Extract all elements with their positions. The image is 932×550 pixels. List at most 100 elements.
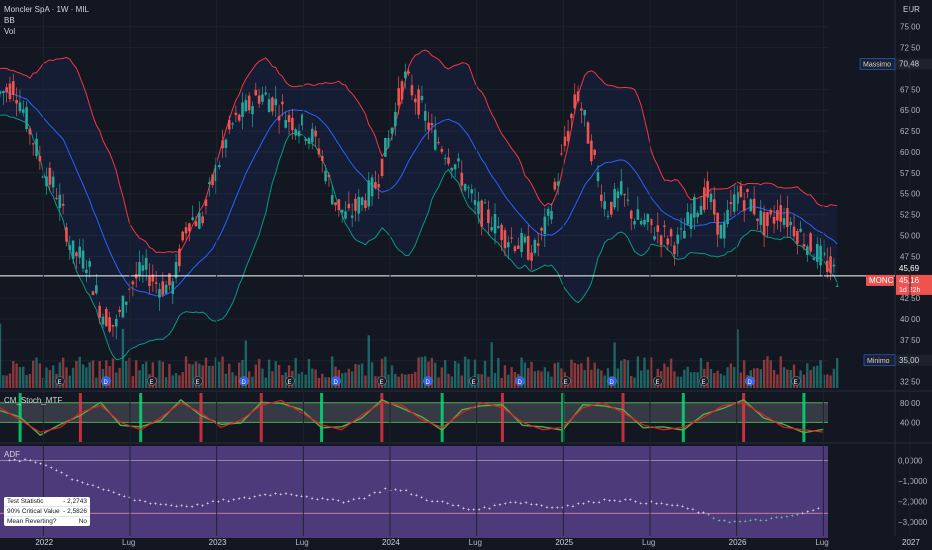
stats-value: - 2,2743 [63,498,87,505]
candle-body [188,223,191,232]
volume-bar [327,377,331,388]
volume-bar [8,373,12,388]
time-tick-label: 2027 [902,538,920,547]
stoch-indicator-label[interactable]: CM_Stoch_MTF [4,396,63,405]
candle-body [58,194,62,209]
candle-body [81,250,85,269]
candle-body [490,227,493,231]
bb-indicator-label[interactable]: BB [4,16,15,25]
candle-body [732,194,736,212]
candle-body [384,137,387,157]
dividend-icon [423,376,433,386]
candle-body [742,200,746,212]
earnings-icon [791,376,801,386]
adf-point: + [415,493,418,499]
candle-body [600,194,603,201]
volume-bar [527,368,530,388]
volume-bar [782,367,786,388]
candle-body [88,261,91,267]
volume-bar [324,377,327,388]
adf-point: + [384,486,387,492]
volume-bar [384,356,387,388]
candle-body [570,113,573,119]
stats-label: Test Statistic [7,498,44,505]
candle-body [626,199,630,201]
candle-body [413,98,417,103]
volume-bar [311,368,314,388]
volume-bar [759,369,762,388]
volume-bar [696,372,699,388]
candle-body [683,230,686,239]
adf-point: + [71,478,74,484]
volume-bar [709,368,713,388]
candle-body [121,295,125,318]
vol-indicator-label[interactable]: Vol [4,27,16,36]
candle-body [825,260,829,273]
adf-indicator-label[interactable]: ADF [4,450,20,459]
adf-point: + [467,508,470,514]
volume-bar [792,364,796,388]
candle-body [712,199,716,215]
adf-tick-label: −1,0000 [898,477,928,486]
candle-body [812,257,816,260]
adf-point: + [118,493,121,499]
min-value-label: 35,00 [899,356,920,365]
volume-bar [98,361,101,388]
volume-bar [417,357,420,388]
adf-point: + [300,494,303,500]
stoch-cross-bar [561,393,565,442]
candle-body [61,203,65,206]
candle-body [437,142,440,144]
candle-body [217,165,221,168]
adf-point: + [483,505,486,511]
candle-body [443,157,447,159]
candle-body [703,187,706,210]
adf-point: + [462,506,465,512]
adf-point: + [227,499,230,505]
volume-bar [68,375,71,388]
adf-point: + [97,485,100,491]
volume-bar [168,363,171,388]
time-tick-label: Lug [642,538,655,547]
volume-bar [596,368,600,388]
candle-body [161,281,165,295]
candle-body [483,202,487,204]
candle-body [337,199,341,211]
volume-bar [211,365,214,388]
dividend-icon [515,376,525,386]
candle-body [430,122,434,126]
volume-bar [540,371,543,388]
adf-point: + [405,488,408,494]
volume-bar [663,363,666,388]
adf-point: + [676,503,679,509]
candle-body [158,289,161,298]
adf-point: + [504,502,507,508]
volume-bar [281,375,284,388]
candle-body [802,244,806,247]
adf-point: + [744,519,747,525]
adf-point: + [206,501,209,507]
volume-bar [181,372,184,388]
adf-point: + [488,507,491,513]
volume-bar [61,357,65,388]
volume-bar [370,362,374,388]
candle-body [609,201,613,215]
volume-bar [85,367,88,388]
adf-point: + [316,497,319,503]
candle-body [394,111,397,127]
volume-bar [583,370,586,388]
candle-body [646,214,650,223]
candle-body [815,244,819,262]
candle-body [31,143,35,145]
candle-body [480,200,484,227]
adf-point: + [457,504,460,510]
volume-bar [437,377,440,388]
volume-bar [28,374,32,388]
adf-point: + [697,510,700,516]
candle-body [447,157,450,164]
candle-body [374,181,377,189]
candle-body [171,281,175,295]
volume-bar [178,375,181,388]
volume-bar [816,365,819,388]
